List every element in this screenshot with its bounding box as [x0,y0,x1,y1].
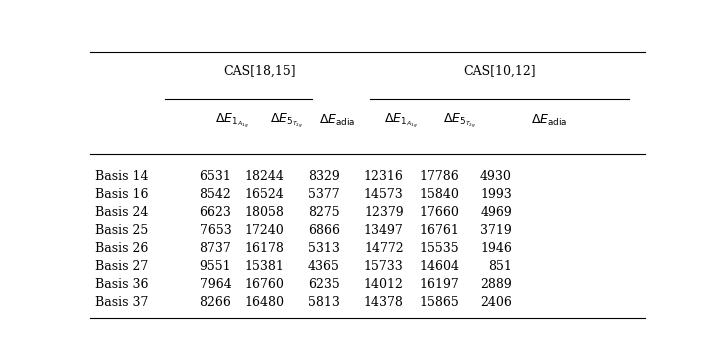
Text: 15381: 15381 [244,260,284,273]
Text: Basis 25: Basis 25 [95,224,148,237]
Text: 17786: 17786 [419,170,459,183]
Text: 15840: 15840 [419,188,459,201]
Text: Basis 27: Basis 27 [95,260,148,273]
Text: 18058: 18058 [244,206,284,219]
Text: 16480: 16480 [244,296,284,309]
Text: 13497: 13497 [364,224,404,237]
Text: 8329: 8329 [308,170,340,183]
Text: 14573: 14573 [364,188,404,201]
Text: 16760: 16760 [244,278,284,291]
Text: CAS[10,12]: CAS[10,12] [463,64,536,77]
Text: 3719: 3719 [480,224,512,237]
Text: 15733: 15733 [364,260,404,273]
Text: $\Delta E_{5_{T_{2g}}}$: $\Delta E_{5_{T_{2g}}}$ [270,112,303,130]
Text: CAS[18,15]: CAS[18,15] [223,64,295,77]
Text: 15865: 15865 [419,296,459,309]
Text: 17660: 17660 [419,206,459,219]
Text: 16197: 16197 [419,278,459,291]
Text: $\Delta E_{5_{T_{2g}}}$: $\Delta E_{5_{T_{2g}}}$ [442,112,475,130]
Text: $\Delta E_{\mathrm{adia}}$: $\Delta E_{\mathrm{adia}}$ [531,113,568,129]
Text: 5377: 5377 [308,188,340,201]
Text: $\Delta E_{\mathrm{adia}}$: $\Delta E_{\mathrm{adia}}$ [319,113,355,129]
Text: 1993: 1993 [480,188,512,201]
Text: 9551: 9551 [200,260,232,273]
Text: 2889: 2889 [480,278,512,291]
Text: Basis 24: Basis 24 [95,206,148,219]
Text: 16761: 16761 [419,224,459,237]
Text: 16178: 16178 [244,242,284,255]
Text: 8275: 8275 [308,206,340,219]
Text: 12379: 12379 [364,206,404,219]
Text: Basis 37: Basis 37 [95,296,148,309]
Text: $\Delta E_{1_{A_{1g}}}$: $\Delta E_{1_{A_{1g}}}$ [214,112,248,130]
Text: 12316: 12316 [364,170,404,183]
Text: 6531: 6531 [199,170,232,183]
Text: 4365: 4365 [308,260,340,273]
Text: 6623: 6623 [199,206,232,219]
Text: Basis 14: Basis 14 [95,170,148,183]
Text: Basis 36: Basis 36 [95,278,148,291]
Text: 8266: 8266 [199,296,232,309]
Text: 6866: 6866 [308,224,340,237]
Text: 5813: 5813 [308,296,340,309]
Text: 1946: 1946 [480,242,512,255]
Text: 6235: 6235 [308,278,340,291]
Text: Basis 16: Basis 16 [95,188,148,201]
Text: 15535: 15535 [419,242,459,255]
Text: 5313: 5313 [308,242,340,255]
Text: Basis 26: Basis 26 [95,242,148,255]
Text: 14772: 14772 [364,242,404,255]
Text: $\Delta E_{1_{A_{1g}}}$: $\Delta E_{1_{A_{1g}}}$ [384,112,417,130]
Text: 7653: 7653 [199,224,232,237]
Text: 851: 851 [488,260,512,273]
Text: 17240: 17240 [244,224,284,237]
Text: 14378: 14378 [364,296,404,309]
Text: 2406: 2406 [480,296,512,309]
Text: 16524: 16524 [244,188,284,201]
Text: 8737: 8737 [199,242,232,255]
Text: 4969: 4969 [480,206,512,219]
Text: 7964: 7964 [199,278,232,291]
Text: 8542: 8542 [199,188,232,201]
Text: 4930: 4930 [480,170,512,183]
Text: 18244: 18244 [244,170,284,183]
Text: 14604: 14604 [419,260,459,273]
Text: 14012: 14012 [364,278,404,291]
